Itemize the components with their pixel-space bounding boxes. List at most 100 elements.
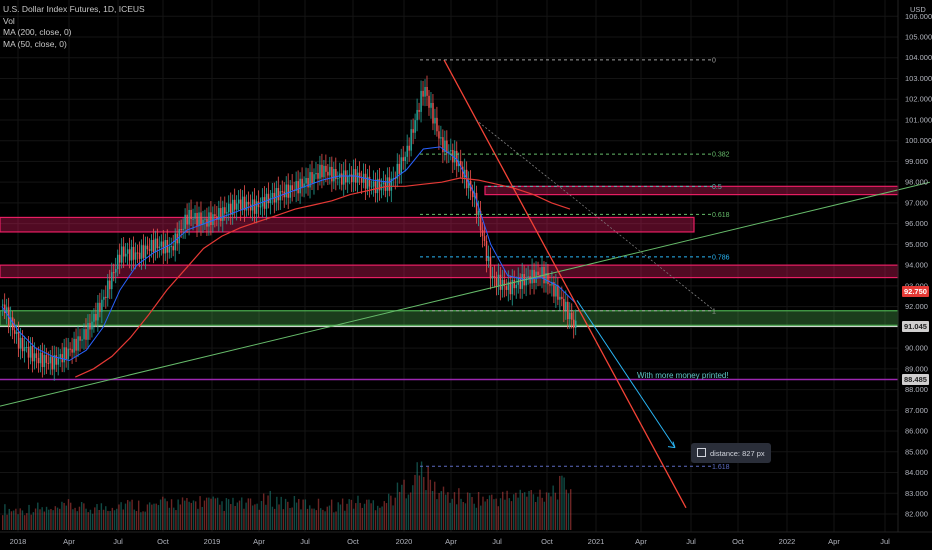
volume-bar: [39, 509, 41, 530]
volume-bar: [28, 504, 30, 530]
candle: [259, 206, 262, 208]
candle: [406, 145, 408, 157]
fib-level-label: 0: [712, 57, 716, 64]
volume-bar: [381, 506, 383, 530]
legend-ma200[interactable]: MA (200, close, 0): [3, 27, 72, 38]
candle: [61, 354, 63, 363]
volume-bar: [230, 504, 232, 530]
volume-bar: [135, 510, 138, 530]
volume-bar: [541, 497, 543, 530]
candle: [479, 210, 482, 231]
volume-bar: [552, 485, 554, 530]
y-axis-tick: 94.000: [905, 261, 928, 270]
volume-bar: [300, 509, 302, 530]
candle: [77, 336, 79, 351]
candle: [97, 302, 99, 321]
volume-bar: [76, 511, 78, 530]
candle: [140, 245, 143, 259]
candle: [331, 166, 333, 182]
x-axis-tick: Oct: [541, 537, 554, 546]
candle: [368, 176, 371, 187]
volume-bar: [383, 501, 385, 530]
candle: [190, 209, 192, 220]
volume-bar: [556, 499, 559, 530]
volume-bar: [72, 509, 74, 530]
volume-bar: [451, 498, 453, 530]
candle: [41, 352, 44, 368]
candle: [188, 209, 190, 225]
x-axis-tick: Apr: [253, 537, 265, 546]
candle: [515, 284, 518, 289]
candle: [392, 178, 395, 180]
y-axis-tick: 100.000: [905, 136, 932, 145]
candle: [513, 279, 516, 289]
candle: [428, 95, 430, 108]
candle: [87, 323, 89, 340]
volume-bar: [289, 507, 291, 530]
candle: [360, 177, 363, 183]
chart-legend: U.S. Dollar Index Futures, 1D, ICEUS Vol…: [3, 4, 145, 50]
candle: [168, 246, 171, 253]
volume-bar: [506, 490, 508, 530]
volume-bar: [328, 505, 331, 530]
candle: [327, 171, 329, 176]
volume-bar: [344, 510, 346, 530]
volume-bar: [438, 492, 440, 530]
candle: [325, 165, 327, 172]
volume-bar: [352, 508, 355, 530]
candle: [233, 199, 236, 210]
volume-bar: [223, 510, 225, 530]
volume-bar: [368, 499, 370, 530]
chart-annotation[interactable]: With more money printed!: [637, 371, 729, 380]
volume-bar: [280, 496, 282, 530]
candle: [265, 193, 268, 209]
candle: [271, 192, 274, 198]
volume-bar: [67, 499, 70, 530]
volume-bar: [85, 508, 87, 530]
volume-bar: [170, 499, 173, 530]
candle: [525, 277, 527, 286]
candle: [295, 181, 297, 191]
candle: [31, 346, 34, 362]
y-axis-tick: 87.000: [905, 406, 928, 415]
volume-bar: [190, 502, 193, 530]
y-axis-tick: 99.000: [905, 157, 928, 166]
volume-bar: [164, 498, 166, 530]
candle: [571, 312, 573, 320]
volume-bar: [495, 498, 497, 530]
symbol-title[interactable]: U.S. Dollar Index Futures, 1D, ICEUS: [3, 4, 145, 14]
y-axis-tick: 101.000: [905, 115, 932, 124]
candle: [33, 353, 36, 362]
volume-bar: [493, 499, 495, 530]
volume-bar: [517, 497, 519, 530]
candle: [471, 191, 474, 198]
candle: [346, 175, 349, 183]
volume-bar: [423, 477, 425, 530]
candle: [35, 353, 38, 358]
candle: [541, 266, 543, 278]
legend-ma50[interactable]: MA (50, close, 0): [3, 38, 67, 49]
candle: [241, 196, 244, 210]
volume-bar: [379, 507, 381, 530]
x-axis-tick: 2018: [10, 537, 27, 546]
candle: [511, 279, 514, 295]
candle: [45, 355, 48, 363]
volume-bar: [260, 500, 263, 530]
candle: [481, 230, 484, 237]
y-axis-tick: 98.000: [905, 178, 928, 187]
green-level-badge: 91.045: [902, 320, 929, 332]
volume-bar: [521, 493, 524, 530]
volume-bar: [449, 502, 451, 530]
volume-bar: [94, 507, 96, 530]
candle: [450, 150, 452, 152]
candle: [569, 312, 571, 320]
candle: [19, 337, 22, 349]
legend-vol[interactable]: Vol: [3, 15, 15, 26]
volume-bar: [313, 508, 315, 530]
volume-bar: [32, 512, 35, 530]
volume-bar: [326, 506, 328, 530]
volume-bar: [387, 493, 390, 530]
volume-bar: [243, 508, 245, 530]
candle: [109, 280, 111, 290]
